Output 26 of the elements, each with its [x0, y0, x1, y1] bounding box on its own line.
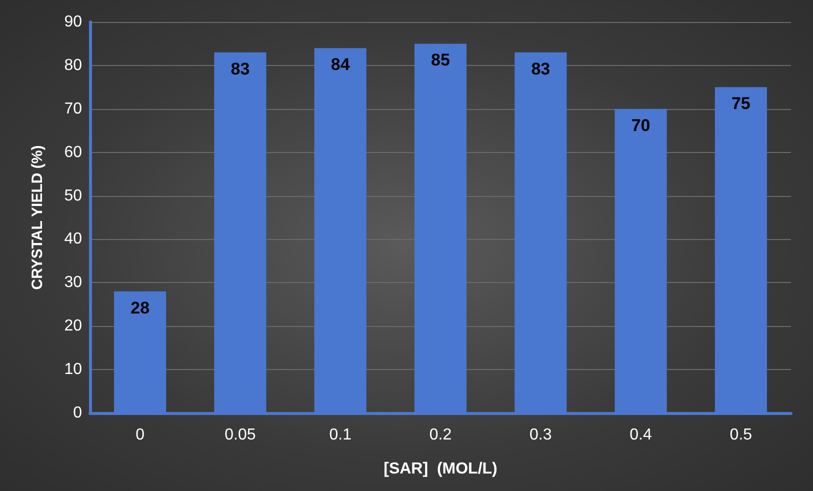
- x-tick-label: 0.1: [329, 426, 352, 444]
- y-tick-label: 10: [64, 361, 82, 378]
- y-tick-label: 80: [64, 56, 82, 74]
- x-tick-label: 0.2: [429, 426, 452, 444]
- x-tick-label: 0.3: [530, 426, 552, 444]
- data-label: 85: [431, 50, 450, 70]
- x-tick-label: 0: [136, 426, 145, 444]
- x-axis-title: [SAR] (MOL/L): [384, 460, 498, 478]
- data-label: 75: [731, 94, 750, 114]
- data-label: 83: [531, 59, 550, 78]
- y-tick-label: 70: [64, 100, 82, 118]
- x-tick-label: 0.05: [224, 426, 256, 444]
- x-tick-label: 0.5: [730, 426, 752, 444]
- data-label: 70: [631, 116, 650, 135]
- data-label: 83: [230, 59, 250, 78]
- y-tick-label: 40: [64, 230, 82, 248]
- x-tick-label: 0.4: [630, 426, 652, 444]
- y-axis-title: CRYSTAL YIELD (%): [29, 145, 46, 290]
- y-tick-label: 50: [64, 187, 82, 204]
- y-tick-label: 90: [64, 14, 82, 30]
- y-tick-label: 20: [64, 318, 82, 335]
- y-tick-label: 30: [64, 274, 82, 292]
- y-tick-label: 60: [64, 144, 82, 161]
- y-tick-label: 0: [73, 404, 82, 422]
- data-label: 84: [330, 55, 350, 74]
- data-label: 28: [130, 298, 150, 318]
